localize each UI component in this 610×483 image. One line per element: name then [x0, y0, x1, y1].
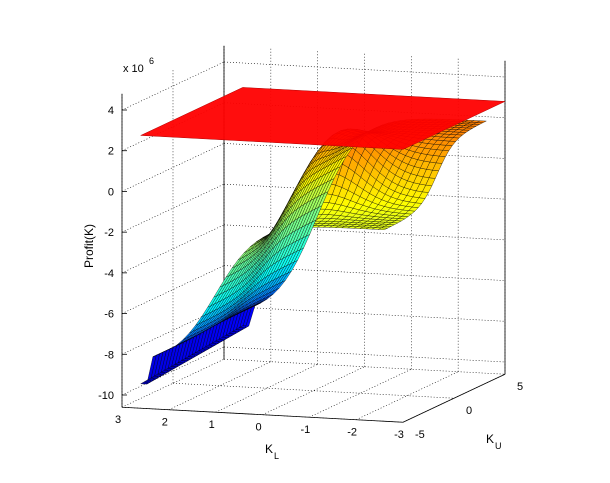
axes: 4 2 0 -2 -4 -6 -8 -103 2 1 0 -1 -2 -3 -5 0 5: [98, 105, 523, 441]
kl-axis-label: K: [265, 442, 273, 456]
kl-tick-label: 3: [115, 414, 121, 426]
z-tick-label: -6: [104, 309, 114, 321]
exponent-power: 6: [149, 56, 154, 66]
ku-tick-label: 5: [517, 381, 523, 393]
z-axis-label: Profit(K): [82, 224, 96, 268]
ku-tick-label: 0: [466, 405, 472, 417]
exponent-label: x 10: [123, 63, 144, 75]
ku-tick-label: -5: [415, 429, 425, 441]
profit-level-plane: [140, 87, 506, 150]
kl-tick-label: -3: [394, 429, 404, 441]
kl-tick-label: -1: [300, 424, 310, 436]
kl-tick-label: 2: [162, 417, 168, 429]
z-tick-label: -8: [104, 349, 114, 361]
kl-tick-label: 1: [209, 419, 215, 431]
z-tick-label: 0: [108, 186, 114, 198]
surface-patch: [476, 120, 487, 123]
profit-surface: [140, 87, 506, 385]
z-tick-label: -2: [104, 227, 114, 239]
z-tick-label: -10: [98, 390, 114, 402]
z-tick-label: 2: [108, 146, 114, 158]
kl-tick-label: 0: [255, 422, 261, 434]
z-tick-label: -4: [104, 268, 114, 280]
ku-axis-label-sub: U: [495, 441, 502, 451]
kl-tick-label: -2: [347, 427, 357, 439]
z-tick-label: 4: [108, 105, 114, 117]
kl-axis-label-sub: L: [274, 451, 279, 461]
ku-axis-label: K: [486, 432, 494, 446]
